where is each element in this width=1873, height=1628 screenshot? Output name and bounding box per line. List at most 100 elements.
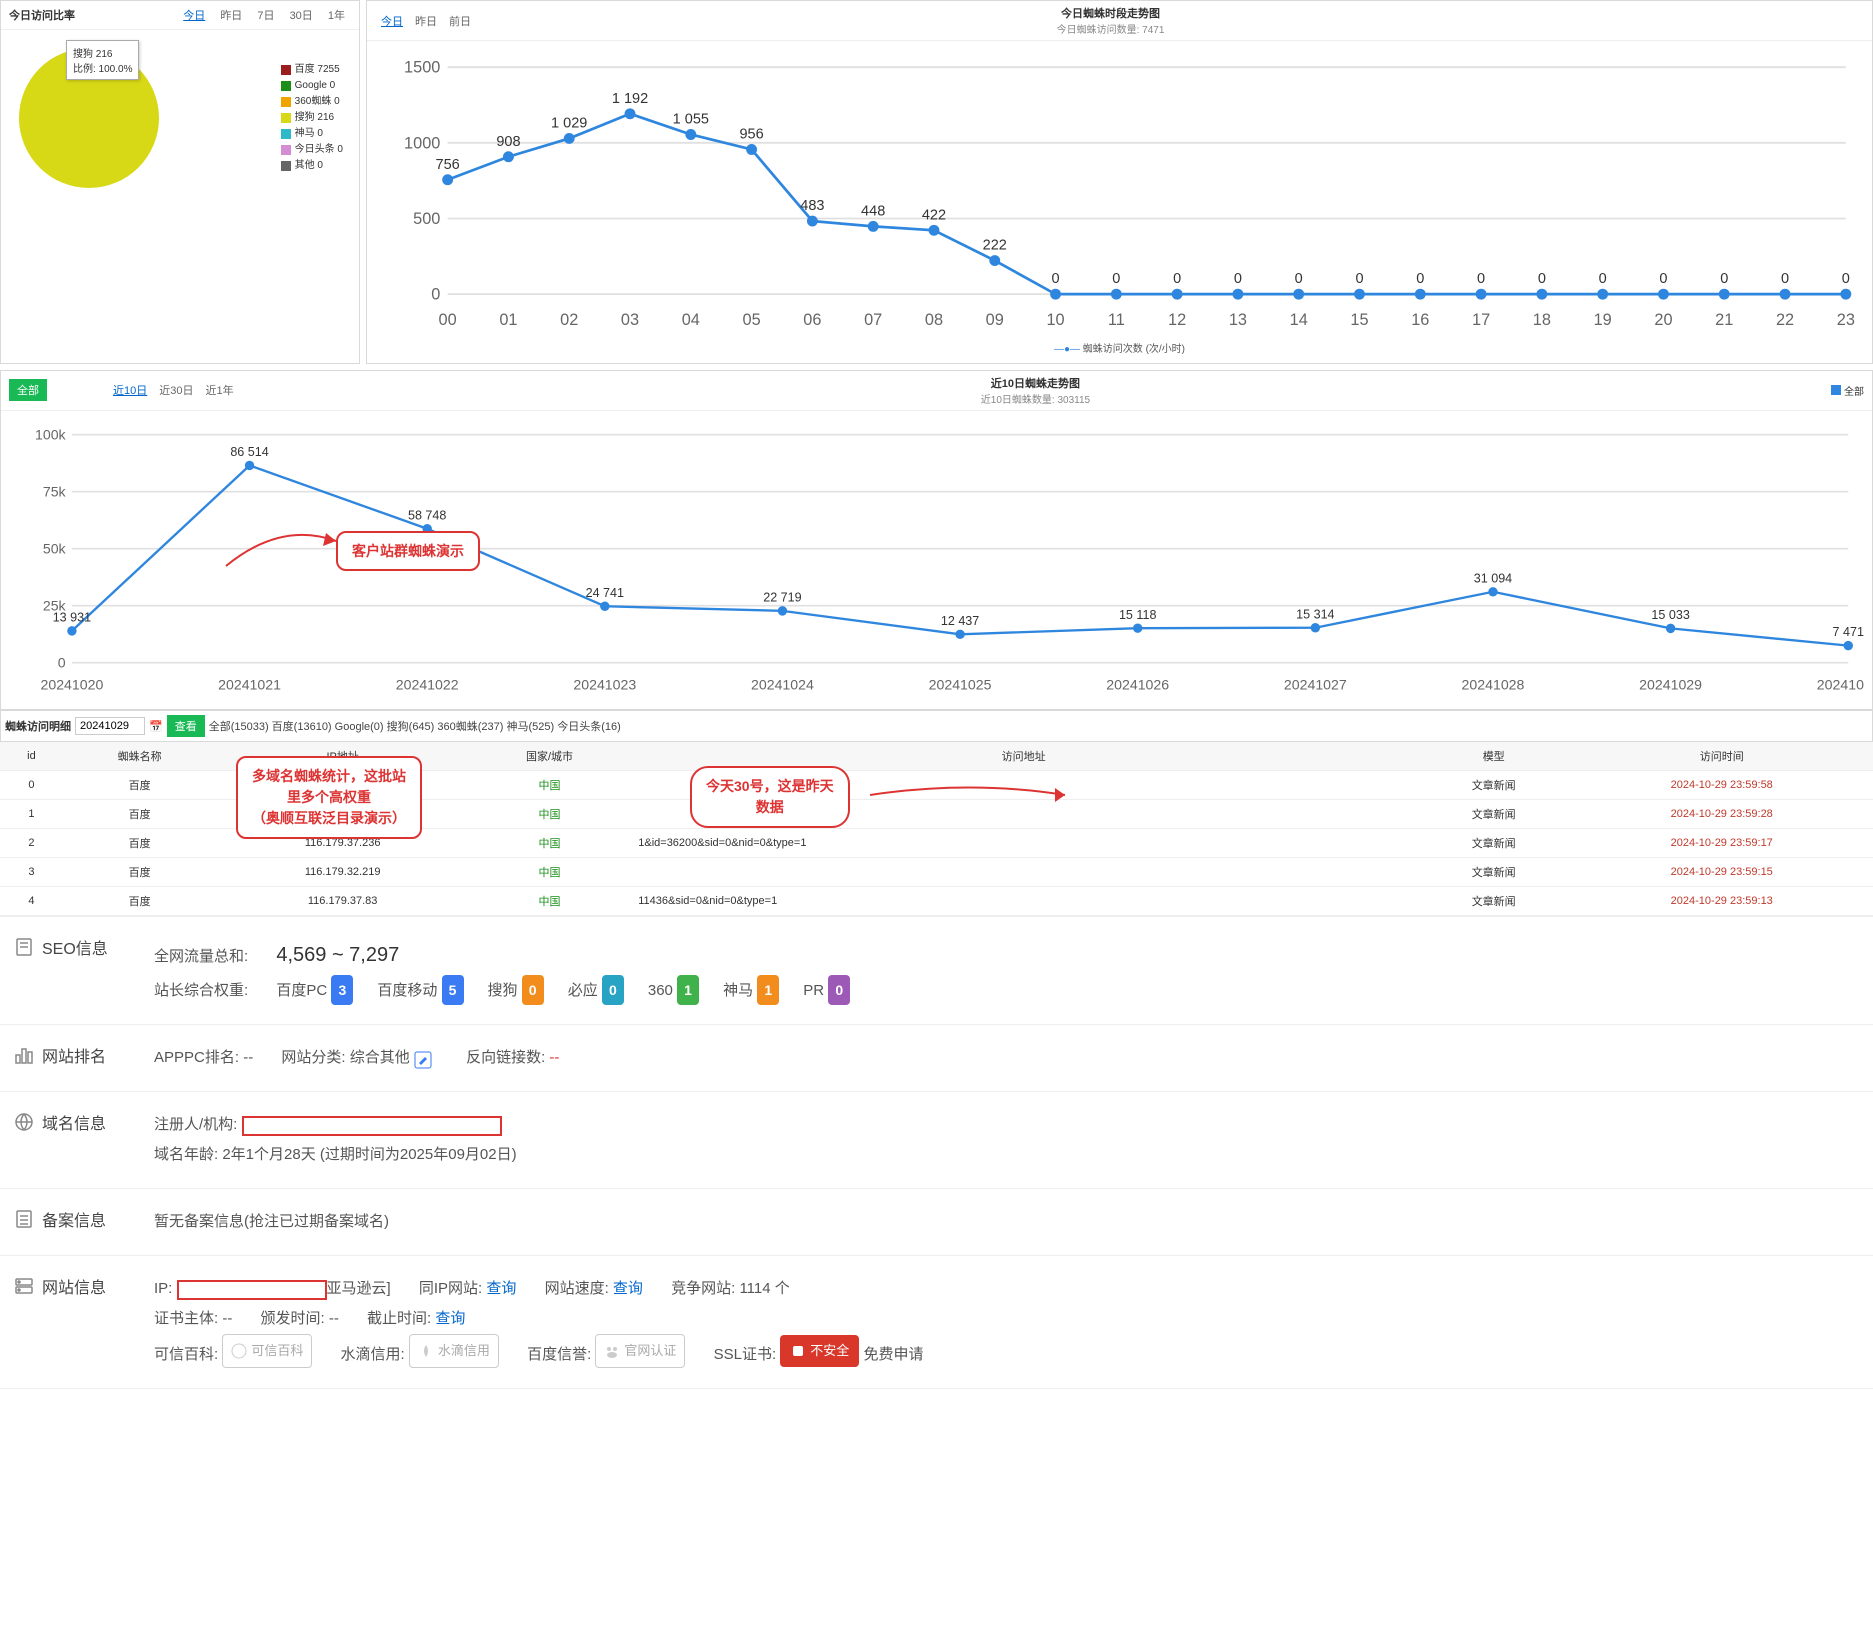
filter-item[interactable]: Google(0): [332, 721, 384, 733]
hour-tab-before[interactable]: 前日: [443, 11, 477, 31]
svg-text:20241027: 20241027: [1284, 676, 1347, 692]
trend-panel: 全部 近10日 近30日 近1年 近10日蜘蛛走势图 近10日蜘蛛数量: 303…: [0, 370, 1873, 711]
table-row[interactable]: 3百度116.179.32.219中国文章新闻2024-10-29 23:59:…: [0, 858, 1873, 887]
domain-row: 域名信息 注册人/机构: 域名年龄: 2年1个月28天 (过期时间为2025年0…: [0, 1092, 1873, 1189]
hour-tab-today[interactable]: 今日: [375, 11, 409, 31]
svg-text:13 931: 13 931: [53, 610, 91, 624]
hour-line-chart: 0500100015000001020304050607080910111213…: [375, 49, 1864, 340]
svg-text:0: 0: [1659, 271, 1667, 287]
svg-text:24 741: 24 741: [586, 585, 624, 599]
callout-multi-domain: 多域名蜘蛛统计，这批站 里多个高权重 （奥顺互联泛目录演示）: [236, 756, 422, 839]
ssl-btn[interactable]: 不安全: [780, 1335, 859, 1367]
svg-text:11: 11: [1108, 311, 1125, 329]
filter-item[interactable]: 360蜘蛛(237): [434, 721, 503, 733]
svg-text:1500: 1500: [404, 59, 440, 77]
svg-text:58 748: 58 748: [408, 508, 446, 522]
filter-item[interactable]: 百度(13610): [269, 721, 332, 733]
pie-title: 今日访问比率: [9, 7, 75, 23]
svg-text:1000: 1000: [404, 134, 440, 152]
svg-text:0: 0: [1052, 271, 1060, 287]
filter-item[interactable]: 全部(15033): [209, 721, 269, 733]
tab-yesterday[interactable]: 昨日: [214, 5, 248, 25]
speed-link[interactable]: 查询: [613, 1280, 643, 1297]
weight-badges: 百度PC 3百度移动 5搜狗 0必应 0360 1神马 1PR 0: [276, 982, 874, 999]
all-button[interactable]: 全部: [9, 379, 47, 401]
svg-text:10: 10: [1046, 311, 1064, 329]
svg-text:01: 01: [499, 311, 517, 329]
siteinfo-row: 网站信息 IP: 亚马逊云] 同IP网站: 查询 网站速度: 查询 竞争网站: …: [0, 1256, 1873, 1389]
svg-text:04: 04: [682, 311, 700, 329]
edit-icon[interactable]: [414, 1050, 432, 1068]
svg-text:0: 0: [1234, 271, 1242, 287]
hour-chart-panel: 今日 昨日 前日 今日蜘蛛时段走势图 今日蜘蛛访问数量: 7471 050010…: [366, 0, 1873, 364]
search-button[interactable]: 查看: [167, 715, 205, 737]
tab-1y[interactable]: 1年: [322, 5, 351, 25]
svg-text:13: 13: [1229, 311, 1247, 329]
svg-text:15 314: 15 314: [1296, 607, 1334, 621]
table-header: 访问时间: [1570, 742, 1873, 771]
tab-today[interactable]: 今日: [177, 5, 211, 25]
trend-tab-30d[interactable]: 近30日: [153, 380, 199, 400]
svg-text:15 118: 15 118: [1119, 607, 1157, 621]
table-header: id: [0, 742, 63, 771]
table-row[interactable]: 4百度116.179.37.83中国11436&sid=0&nid=0&type…: [0, 887, 1873, 916]
svg-text:08: 08: [925, 311, 943, 329]
svg-text:20241022: 20241022: [396, 676, 459, 692]
server-icon: [14, 1276, 34, 1296]
hour-tab-yesterday[interactable]: 昨日: [409, 11, 443, 31]
svg-text:756: 756: [436, 157, 460, 173]
svg-text:50k: 50k: [43, 540, 67, 556]
svg-text:22: 22: [1776, 311, 1794, 329]
deadline-link[interactable]: 查询: [435, 1310, 465, 1327]
ssl-apply[interactable]: 免费申请: [863, 1346, 923, 1363]
table-toolbar: 蜘蛛访问明细 📅 查看 全部(15033) 百度(13610) Google(0…: [0, 710, 1873, 742]
doc-icon: [14, 937, 34, 957]
svg-text:1 055: 1 055: [673, 112, 709, 128]
svg-text:0: 0: [1355, 271, 1363, 287]
credit-btn[interactable]: 水滴信用: [409, 1334, 499, 1368]
www-icon: [14, 1112, 34, 1132]
beian-title: 备案信息: [42, 1207, 106, 1231]
pie-tabs: 今日 昨日 7日 30日 1年: [177, 5, 351, 25]
svg-text:05: 05: [743, 311, 761, 329]
svg-text:21: 21: [1715, 311, 1733, 329]
filter-item[interactable]: 神马(525): [503, 721, 554, 733]
svg-text:20: 20: [1654, 311, 1672, 329]
filter-bar: 全部(15033) 百度(13610) Google(0) 搜狗(645) 36…: [209, 718, 621, 734]
svg-text:07: 07: [864, 311, 882, 329]
svg-text:20241025: 20241025: [929, 676, 992, 692]
svg-text:422: 422: [922, 207, 946, 223]
trend-legend: 全部: [1844, 387, 1864, 398]
hour-subtitle: 今日蜘蛛访问数量: 7471: [1057, 25, 1165, 36]
weight-label: 站长综合权重:: [154, 982, 248, 999]
svg-text:03: 03: [621, 311, 639, 329]
calendar-icon[interactable]: 📅: [149, 720, 163, 733]
svg-text:09: 09: [986, 311, 1004, 329]
svg-text:20241028: 20241028: [1462, 676, 1525, 692]
filter-item[interactable]: 搜狗(645): [384, 721, 435, 733]
seo-title: SEO信息: [42, 935, 108, 959]
hour-legend: 蜘蛛访问次数 (次/小时): [1083, 344, 1185, 355]
trusted-btn[interactable]: 可信百科: [222, 1334, 312, 1368]
tab-30d[interactable]: 30日: [284, 5, 319, 25]
svg-text:14: 14: [1290, 311, 1308, 329]
svg-text:20241020: 20241020: [40, 676, 103, 692]
filter-item[interactable]: 今日头条(16): [554, 721, 621, 733]
same-ip-link[interactable]: 查询: [486, 1280, 516, 1297]
baidu-rep-btn[interactable]: 官网认证: [595, 1334, 685, 1368]
tab-7d[interactable]: 7日: [251, 5, 280, 25]
traffic-value: 4,569 ~ 7,297: [276, 944, 399, 966]
pie-tooltip: 搜狗 216 比例: 100.0%: [66, 40, 139, 80]
svg-text:0: 0: [1477, 271, 1485, 287]
svg-text:0: 0: [1599, 271, 1607, 287]
trend-tab-1y[interactable]: 近1年: [200, 380, 240, 400]
date-input[interactable]: [75, 717, 145, 735]
domain-title: 域名信息: [42, 1110, 106, 1134]
svg-text:75k: 75k: [43, 483, 67, 499]
trend-title: 近10日蜘蛛走势图: [991, 378, 1080, 390]
svg-text:0: 0: [58, 654, 66, 670]
svg-text:20241029: 20241029: [1639, 676, 1702, 692]
svg-text:02: 02: [560, 311, 578, 329]
trend-tab-10d[interactable]: 近10日: [107, 380, 153, 400]
svg-text:100k: 100k: [35, 426, 67, 442]
